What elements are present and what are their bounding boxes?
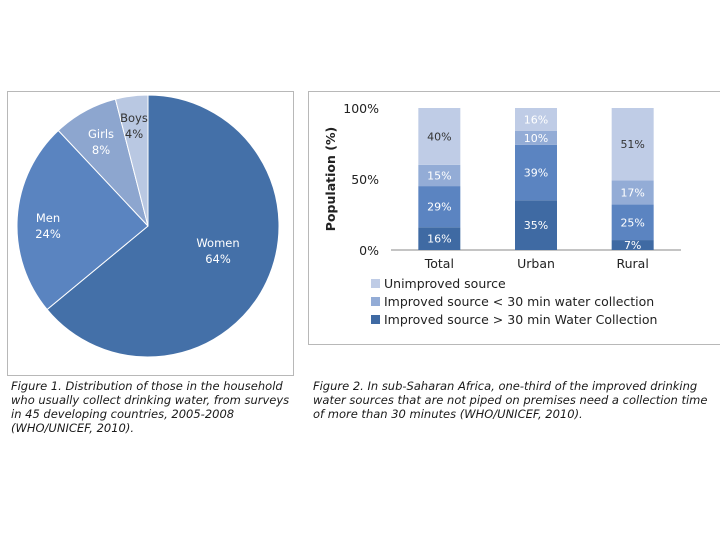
bar-rural-segment-0 bbox=[611, 240, 654, 250]
data-label-total-0: 16% bbox=[427, 233, 451, 246]
legend-label-2: Improved source > 30 min Water Collectio… bbox=[384, 312, 657, 327]
bar-urban-segment-0 bbox=[515, 200, 557, 250]
pie-slice-women bbox=[46, 94, 280, 358]
data-label-urban-1: 39% bbox=[524, 167, 548, 180]
bar-urban-segment-3 bbox=[515, 108, 557, 131]
x-tick-label-rural: Rural bbox=[617, 256, 649, 271]
bar-chart-panel: 0% 50% 100% Population (%) 16% 29% 15% 40% Total… bbox=[308, 91, 720, 345]
data-label-rural-3: 51% bbox=[620, 138, 644, 151]
pie-value-girls: 8% bbox=[92, 143, 110, 157]
bar-total-segment-1 bbox=[418, 186, 461, 228]
data-label-urban-0: 35% bbox=[524, 219, 548, 232]
x-tick-label-urban: Urban bbox=[517, 256, 555, 271]
figure-1-caption: Figure 1. Distribution of those in the h… bbox=[11, 379, 290, 435]
y-tick-label: 50% bbox=[351, 172, 379, 187]
bar-total-segment-3 bbox=[418, 108, 461, 165]
bar-urban-segment-2 bbox=[515, 130, 557, 145]
legend-swatch-2 bbox=[371, 315, 380, 324]
stacked-bar-chart: 0% 50% 100% Population (%) 16% 29% 15% 40% Total… bbox=[323, 101, 681, 327]
pie-slice-men bbox=[16, 129, 149, 311]
pie-label-women: Women bbox=[196, 236, 239, 250]
data-label-urban-2: 10% bbox=[524, 132, 548, 145]
y-tick-label: 0% bbox=[359, 243, 379, 258]
pie-value-men: 24% bbox=[35, 227, 61, 241]
data-label-rural-1: 25% bbox=[620, 216, 644, 229]
legend-swatch-0 bbox=[371, 279, 380, 288]
pie-value-women: 64% bbox=[205, 252, 231, 266]
data-label-total-1: 29% bbox=[427, 201, 451, 214]
x-tick-label-total: Total bbox=[424, 256, 454, 271]
bar-rural-segment-2 bbox=[611, 180, 654, 205]
legend-label-1: Improved source < 30 min water collectio… bbox=[384, 294, 654, 309]
pie-label-boys: Boys bbox=[120, 111, 148, 125]
data-label-rural-2: 17% bbox=[620, 186, 644, 199]
legend-swatch-1 bbox=[371, 297, 380, 306]
legend-label-0: Unimproved source bbox=[384, 276, 506, 291]
data-label-urban-3: 16% bbox=[524, 113, 548, 126]
data-label-total-3: 40% bbox=[427, 130, 451, 143]
pie-label-girls: Girls bbox=[88, 127, 114, 141]
pie-label-men: Men bbox=[36, 211, 60, 225]
bar-rural-segment-1 bbox=[611, 204, 654, 241]
data-label-rural-0: 7% bbox=[624, 239, 641, 252]
bar-total-segment-0 bbox=[418, 227, 461, 250]
pie-chart-panel: Women 64% Men 24% Girls 8% Boys 4% bbox=[7, 91, 294, 376]
pie-chart: Women 64% Men 24% Girls 8% Boys 4% bbox=[16, 94, 280, 358]
y-axis-label: Population (%) bbox=[323, 127, 338, 231]
data-label-total-2: 15% bbox=[427, 169, 451, 182]
bar-urban-segment-1 bbox=[515, 144, 557, 201]
y-tick-label: 100% bbox=[343, 101, 379, 116]
bar-total-segment-2 bbox=[418, 164, 461, 187]
pie-slice-boys bbox=[114, 94, 149, 227]
figure-2-caption: Figure 2. In sub-Saharan Africa, one-thi… bbox=[313, 379, 708, 421]
bar-rural-segment-3 bbox=[611, 108, 654, 181]
pie-value-boys: 4% bbox=[125, 127, 143, 141]
